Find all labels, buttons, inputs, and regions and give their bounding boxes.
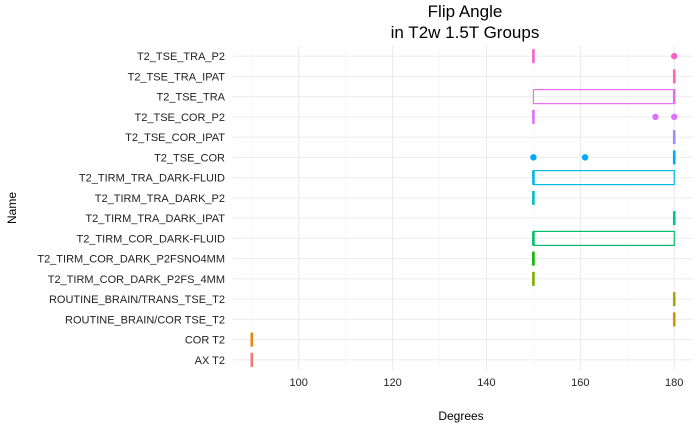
x-tick-label: 120 (383, 377, 401, 389)
x-tick-labels: 100 120 140 160 180 (290, 377, 684, 389)
boxplots (250, 49, 678, 367)
x-tick-label: 180 (665, 377, 683, 389)
x-tick-label: 160 (571, 377, 589, 389)
y-tick-label: T2_TSE_COR_P2 (135, 112, 225, 124)
y-tick-label: T2_TIRM_COR_DARK_P2FS_4MM (48, 274, 225, 286)
y-tick-label: COR T2 (185, 335, 225, 347)
grid (233, 46, 693, 370)
x-tick-label: 100 (290, 377, 308, 389)
y-tick-label: T2_TIRM_TRA_DARK_P2 (95, 193, 225, 205)
boxplot (532, 230, 675, 246)
x-axis-title: Degrees (438, 409, 483, 423)
outlier-point (581, 154, 589, 161)
y-tick-labels: T2_TSE_TRA_P2 T2_TSE_TRA_IPAT T2_TSE_TRA T2… (37, 51, 225, 367)
y-tick-label: ROUTINE_BRAIN/COR TSE_T2 (65, 314, 225, 326)
chart-title: Flip Angle in T2w 1.5T Groups (391, 2, 540, 42)
x-tick-label: 140 (477, 377, 495, 389)
y-tick-label: T2_TSE_COR_IPAT (125, 132, 225, 144)
outlier-point (671, 113, 678, 121)
title-line: in T2w 1.5T Groups (391, 23, 540, 42)
y-tick-label: T2_TIRM_COR_DARK_P2FSNO4MM (37, 254, 225, 266)
y-tick-label: T2_TSE_TRA_P2 (137, 51, 225, 63)
boxplot (532, 109, 678, 124)
y-axis-title: Name (5, 192, 19, 224)
outlier-point (530, 154, 537, 161)
title-line: Flip Angle (428, 2, 503, 21)
boxplot (532, 49, 678, 64)
y-tick-label: T2_TIRM_TRA_DARK-FLUID (79, 173, 225, 185)
y-tick-label: T2_TIRM_TRA_DARK_IPAT (85, 213, 225, 225)
y-tick-label: T2_TIRM_COR_DARK-FLUID (76, 233, 225, 245)
y-tick-label: T2_TSE_TRA_IPAT (128, 71, 226, 83)
boxplot (532, 170, 675, 186)
outlier-point (671, 52, 678, 60)
y-tick-label: AX T2 (195, 355, 225, 367)
y-tick-label: T2_TSE_TRA (157, 92, 226, 104)
outlier-point (652, 113, 659, 121)
boxplot (532, 89, 676, 105)
y-tick-label: T2_TSE_COR (154, 152, 225, 164)
y-tick-label: ROUTINE_BRAIN/TRANS_TSE_T2 (49, 294, 225, 306)
boxplot (530, 150, 676, 165)
